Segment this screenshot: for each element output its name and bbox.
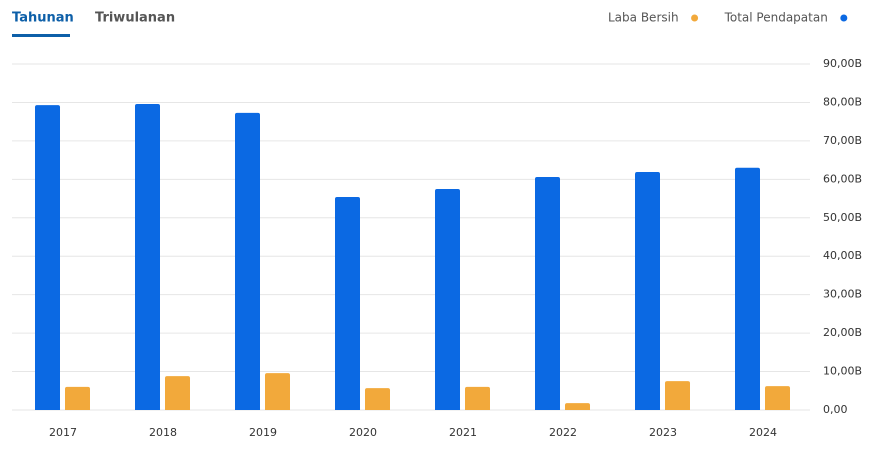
bar	[665, 381, 690, 410]
y-tick-label: 20,00B	[823, 326, 862, 339]
x-tick-label: 2017	[49, 426, 77, 439]
x-tick-label: 2021	[449, 426, 477, 439]
x-tick-label: 2019	[249, 426, 277, 439]
x-tick-label: 2023	[649, 426, 677, 439]
bar	[435, 188, 460, 410]
y-tick-label: 50,00B	[823, 211, 862, 224]
y-tick-label: 0,00	[823, 403, 848, 416]
y-tick-label: 90,00B	[823, 57, 862, 70]
y-tick-label: 60,00B	[823, 172, 862, 185]
legend-marker	[691, 14, 699, 22]
legend-label: Total Pendapatan	[724, 11, 828, 25]
bar	[235, 112, 260, 410]
bar	[635, 172, 660, 410]
bar	[265, 373, 290, 410]
bar	[365, 388, 390, 410]
bar	[35, 105, 60, 410]
bar	[135, 103, 160, 410]
y-tick-label: 80,00B	[823, 95, 862, 108]
y-tick-label: 30,00B	[823, 288, 862, 301]
bar	[65, 386, 90, 410]
tab-active[interactable]: Tahunan	[12, 11, 74, 26]
bar	[165, 376, 190, 410]
bar	[535, 177, 560, 410]
y-tick-label: 40,00B	[823, 249, 862, 262]
y-tick-label: 10,00B	[823, 365, 862, 378]
tab-underline	[12, 34, 70, 37]
tab[interactable]: Triwulanan	[95, 11, 175, 26]
x-tick-label: 2024	[749, 426, 777, 439]
bar	[765, 386, 790, 410]
bar	[465, 386, 490, 410]
legend-marker	[840, 14, 848, 22]
bar	[335, 197, 360, 410]
x-tick-label: 2018	[149, 426, 177, 439]
legend-label: Laba Bersih	[608, 11, 679, 25]
bar	[735, 167, 760, 410]
y-tick-label: 70,00B	[823, 134, 862, 147]
x-tick-label: 2022	[549, 426, 577, 439]
bar	[565, 403, 590, 410]
legend: Laba Bersih Total Pendapatan	[608, 11, 848, 25]
x-tick-label: 2020	[349, 426, 377, 439]
